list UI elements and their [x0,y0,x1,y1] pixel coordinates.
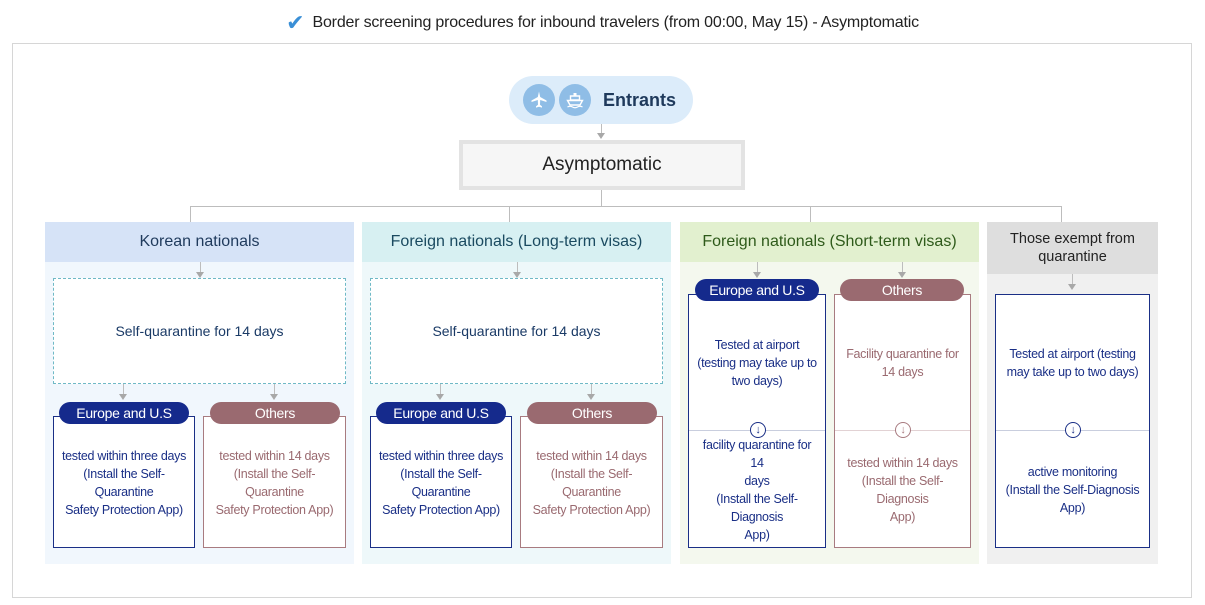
procedure-line: App) [744,527,770,542]
arrow-down-icon [587,394,595,400]
procedure-line: Tested at airport [714,337,800,352]
procedure-line: days [744,473,770,488]
procedure-line: App) [889,509,916,524]
procedure-line: (Install the Self-Diagnosis App) [1005,482,1140,515]
checkmark-icon: ✔ [286,10,305,35]
arrow-down-circle-icon: ↓ [750,422,766,438]
procedure-line: Safety Protection App) [382,503,500,517]
others-label: Others [527,402,657,424]
procedure-line: (Install the Self-Quarantine [550,467,633,499]
procedure-line: (Install the Self-Quarantine [400,467,482,499]
exempt-procedure-box: Tested at airport (testing may take up t… [995,294,1150,548]
connector-line [601,190,602,206]
arrow-down-icon [597,133,605,139]
procedure-line: 14 days [881,364,924,379]
connector-line [902,262,903,272]
procedure-line: tested within 14 days [219,449,330,463]
europe-us-procedure-box: Tested at airport (testing may take up t… [688,294,826,548]
procedure-line: Safety Protection App) [65,503,183,517]
connector-line [190,206,191,222]
column-title-line: quarantine [1038,249,1107,265]
procedure-line: tested within 14 days [847,455,958,470]
procedure-line: tested within 14 days [536,449,647,463]
procedure-line: (Install the Self-Quarantine [83,467,165,499]
connector-line [123,384,124,394]
europe-us-procedure-box: tested within three days (Install the Se… [370,416,512,548]
arrow-down-icon [119,394,127,400]
others-label: Others [840,279,964,301]
procedure-line: facility quarantine for 14 [702,437,812,470]
connector-line [509,206,510,222]
others-label: Others [210,402,340,424]
self-quarantine-box: Self-quarantine for 14 days [53,278,346,384]
arrow-down-icon [1068,284,1076,290]
diagram-title: Border screening procedures for inbound … [312,14,920,31]
procedure-line: (Install the Self-Diagnosis [861,473,944,506]
arrow-down-circle-icon: ↓ [1065,422,1081,438]
column-title: Those exempt from quarantine [987,222,1158,274]
column-exempt: Those exempt from quarantine Tested at a… [987,222,1158,564]
procedure-line: two days) [731,373,783,388]
column-title: Foreign nationals (Short-term visas) [680,222,979,262]
procedure-line: Facility quarantine for [846,346,959,361]
procedure-line: active monitoring [1027,464,1118,479]
arrow-down-icon [270,394,278,400]
connector-line [757,262,758,272]
procedure-line: (Install the Self-Diagnosis [716,491,798,524]
entrants-label: Entrants [603,89,677,110]
others-procedure-box: tested within 14 days (Install the Self-… [520,416,663,548]
procedure-line: tested within three days [378,449,504,463]
self-quarantine-box: Self-quarantine for 14 days [370,278,663,384]
europe-us-label: Europe and U.S [376,402,506,424]
connector-line [601,124,602,134]
procedure-line: Safety Protection App) [532,503,651,517]
europe-us-procedure-box: tested within three days (Install the Se… [53,416,195,548]
column-short-term-visas: Foreign nationals (Short-term visas) Eur… [680,222,979,564]
connector-line [440,384,441,394]
asymptomatic-node: Asymptomatic [459,140,745,190]
procedure-line: (Install the Self-Quarantine [233,467,316,499]
entrants-node: Entrants [509,76,693,124]
others-procedure-box: tested within 14 days (Install the Self-… [203,416,346,548]
diagram-header: ✔ Border screening procedures for inboun… [0,10,1205,36]
connector-line [274,384,275,394]
procedure-line: may take up to two days) [1006,364,1139,379]
column-title-line: Those exempt from [1010,231,1135,247]
connector-line [190,206,1062,207]
column-korean-nationals: Korean nationals Self-quarantine for 14 … [45,222,354,564]
connector-line [200,262,201,272]
airplane-icon [523,84,555,116]
arrow-down-icon [196,272,204,278]
arrow-down-icon [898,272,906,278]
connector-line [810,206,811,222]
procedure-line: Safety Protection App) [215,503,334,517]
column-long-term-visas: Foreign nationals (Long-term visas) Self… [362,222,671,564]
arrow-down-circle-icon: ↓ [895,422,911,438]
connector-line [591,384,592,394]
connector-line [517,262,518,272]
ship-icon [559,84,591,116]
connector-line [1072,274,1073,284]
arrow-down-icon [753,272,761,278]
europe-us-label: Europe and U.S [695,279,819,301]
europe-us-label: Europe and U.S [59,402,189,424]
procedure-line: Tested at airport (testing [1009,346,1136,361]
column-title: Foreign nationals (Long-term visas) [362,222,671,262]
connector-line [1061,206,1062,222]
arrow-down-icon [436,394,444,400]
others-procedure-box: Facility quarantine for 14 days ↓ tested… [834,294,971,548]
procedure-line: tested within three days [61,449,187,463]
arrow-down-icon [513,272,521,278]
procedure-line: (testing may take up to [697,355,817,370]
column-title: Korean nationals [45,222,354,262]
